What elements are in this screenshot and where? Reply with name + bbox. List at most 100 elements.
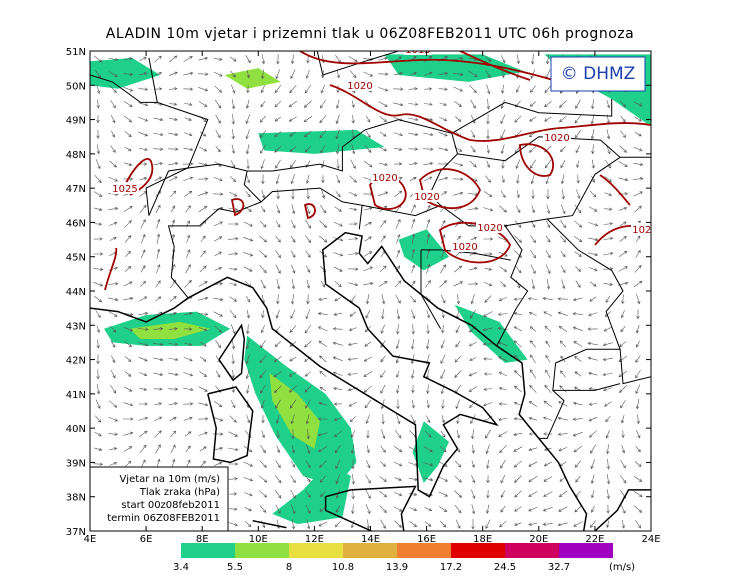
border <box>552 383 621 391</box>
lat-label: 47N <box>66 184 86 195</box>
colorbar-label: 24.5 <box>494 562 516 573</box>
colorbar-label: 32.7 <box>548 562 570 573</box>
isobar-label: 1020 <box>372 173 397 184</box>
isobar <box>599 174 631 206</box>
isobar-label: 1020 <box>347 81 372 92</box>
colorbar-swatch <box>181 543 235 558</box>
lon-label: 8E <box>196 534 209 545</box>
lon-label: 18E <box>473 534 492 545</box>
lon-label: 12E <box>305 534 324 545</box>
isobar <box>230 198 245 217</box>
logo-box <box>550 56 646 92</box>
isobar-label-bg <box>543 131 571 143</box>
info-line: Vjetar na 10m (m/s) <box>119 474 220 485</box>
isobar <box>459 51 531 81</box>
info-lines: Vjetar na 10m (m/s) Tlak zraka (hPa) start… <box>107 474 220 524</box>
lat-label: 40N <box>66 424 86 435</box>
colorbar-swatch <box>505 543 559 558</box>
border <box>167 187 363 299</box>
border <box>538 218 624 439</box>
isobar-label-bg <box>346 79 374 91</box>
border <box>148 57 158 103</box>
isobar-label: 1015 <box>405 45 430 56</box>
isobar <box>519 143 555 177</box>
lat-label: 49N <box>66 116 86 127</box>
lat-label: 43N <box>66 321 86 332</box>
wind-shading <box>454 304 528 363</box>
isobar-label: 1020 <box>544 133 569 144</box>
border <box>148 163 262 216</box>
isobar-label-bg <box>451 240 479 252</box>
isobar-label: 1020 <box>477 223 502 234</box>
isobar-label: 1025 <box>112 184 137 195</box>
isobar <box>438 221 511 264</box>
border <box>451 99 613 134</box>
colorbar-label: 13.9 <box>386 562 408 573</box>
colorbar-swatch <box>559 543 613 558</box>
info-line: start 00z08feb2011 <box>121 500 220 511</box>
isobar <box>104 247 118 291</box>
lat-label: 38N <box>66 493 86 504</box>
lat-label: 48N <box>66 150 86 161</box>
map-title: ALADIN 10m vjetar i prizemni tlak u 06Z0… <box>106 26 634 42</box>
colorbar-swatch <box>235 543 289 558</box>
border <box>247 119 459 217</box>
isobar-label-bg <box>476 221 504 233</box>
colorbar-label: 3.4 <box>173 562 189 573</box>
isobar <box>329 84 651 142</box>
colorbar-swatch <box>343 543 397 558</box>
isobar-label-bg <box>404 51 432 55</box>
lon-label: 10E <box>249 534 268 545</box>
isobar-label-bg <box>371 171 399 183</box>
colorbar: 3.4 5.5 8 10.8 13.9 17.2 24.5 32.7 (m/s) <box>173 543 635 573</box>
info-line: termin 06Z08FEB2011 <box>107 513 220 524</box>
lon-label: 24E <box>641 534 660 545</box>
coastline <box>324 485 417 531</box>
border <box>440 204 529 347</box>
colorbar-swatch <box>451 543 505 558</box>
isobar-label-bg <box>631 223 651 235</box>
wind-shading <box>224 68 281 89</box>
axes: 51N 50N 49N 48N 47N 46N 45N 44N 43N 42N 41N 40N 39N 3… <box>66 47 661 545</box>
wind-shading <box>129 321 211 339</box>
lon-label: 22E <box>585 534 604 545</box>
wind-shading <box>90 57 161 89</box>
colorbar-label: 10.8 <box>332 562 354 573</box>
lon-label: 16E <box>417 534 436 545</box>
colorbar-label: 8 <box>286 562 292 573</box>
lat-label: 46N <box>66 218 86 229</box>
lat-label: 41N <box>66 390 86 401</box>
colorbar-label: 17.2 <box>440 562 462 573</box>
colorbar-label: 5.5 <box>227 562 243 573</box>
lon-label: 4E <box>84 534 97 545</box>
coastline <box>594 489 651 531</box>
lon-label: 20E <box>529 534 548 545</box>
border <box>619 349 651 385</box>
border <box>316 51 399 76</box>
lat-label: 45N <box>66 253 86 264</box>
isobar <box>303 203 316 220</box>
isobar-label: 1020 <box>632 225 657 236</box>
isobar-label-bg <box>111 182 139 194</box>
border <box>90 74 209 216</box>
colorbar-swatch <box>289 543 343 558</box>
lat-label: 50N <box>66 81 86 92</box>
coastline <box>218 323 246 382</box>
coastline <box>90 231 588 531</box>
isobar <box>419 168 481 210</box>
lat-label: 44N <box>66 287 86 298</box>
lon-label: 6E <box>140 534 153 545</box>
isobar <box>299 51 561 83</box>
lat-label: 37N <box>66 527 86 538</box>
isobar-label: 1020 <box>452 242 477 253</box>
coastline <box>252 519 287 529</box>
lat-label: 42N <box>66 356 86 367</box>
border <box>420 249 442 329</box>
lon-label: 14E <box>361 534 380 545</box>
isobar-label: 1020 <box>414 192 439 203</box>
isobar-label-bg <box>413 190 441 202</box>
lat-label: 39N <box>66 458 86 469</box>
logo: © DHMZ <box>561 64 636 84</box>
wind-shading <box>272 462 351 525</box>
